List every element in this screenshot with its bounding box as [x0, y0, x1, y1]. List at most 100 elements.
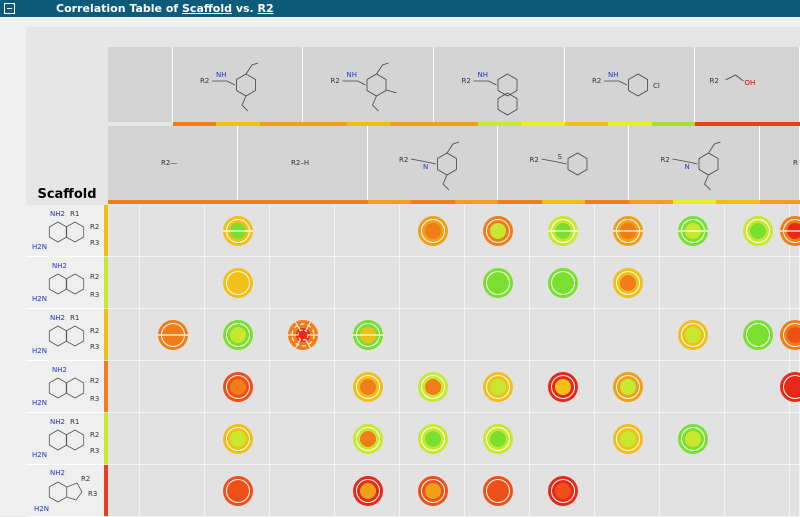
window-menu-icon[interactable]: [4, 3, 15, 14]
r2-activity-bar: [585, 200, 629, 204]
activity-marker[interactable]: [613, 216, 643, 246]
activity-marker[interactable]: [483, 268, 513, 298]
r2-header-cell[interactable]: R2 NH: [434, 47, 565, 122]
scaffold-substituent-label: H2N: [32, 243, 47, 251]
activity-marker[interactable]: [418, 216, 448, 246]
r2-structure-drawing: R2—: [108, 126, 238, 200]
activity-marker[interactable]: [483, 424, 513, 454]
activity-marker[interactable]: [353, 320, 383, 350]
r2-activity-bar: [368, 200, 411, 204]
r2-structure-drawing: R2N: [629, 126, 760, 200]
activity-marker[interactable]: [743, 216, 773, 246]
title-axis-x-link[interactable]: Scaffold: [182, 2, 232, 15]
r2-attachment-label: R2: [331, 77, 340, 85]
scaffold-substituent-label: NH2: [50, 210, 65, 218]
activity-marker[interactable]: [353, 476, 383, 506]
left-margin: [0, 27, 26, 516]
activity-marker[interactable]: [158, 320, 188, 350]
r2-header-cell[interactable]: R: [760, 126, 800, 200]
activity-marker[interactable]: [678, 320, 708, 350]
activity-marker[interactable]: [223, 476, 253, 506]
activity-marker[interactable]: [223, 372, 253, 402]
activity-marker[interactable]: [223, 424, 253, 454]
r2-attachment-label: R: [793, 159, 798, 167]
r2-activity-bar: [673, 200, 717, 204]
activity-marker[interactable]: [418, 476, 448, 506]
title-mid: vs.: [232, 2, 258, 15]
benzene-ring: [438, 153, 457, 175]
r2-activity-bar: [238, 200, 303, 204]
r2-attachment-label: R2: [462, 77, 471, 85]
activity-marker[interactable]: [353, 372, 383, 402]
r2-attachment-label: R2: [399, 156, 408, 164]
activity-marker[interactable]: [743, 320, 773, 350]
activity-marker[interactable]: [613, 424, 643, 454]
table-corner: [26, 27, 108, 205]
activity-marker[interactable]: [548, 372, 578, 402]
r2-structure-drawing: R2 N: [368, 126, 498, 200]
activity-marker[interactable]: [548, 216, 578, 246]
scaffold-substituent-label: R3: [90, 239, 99, 247]
r2-header-cell[interactable]: R2 N: [368, 126, 498, 200]
activity-marker[interactable]: [353, 424, 383, 454]
r2-header-cell[interactable]: R2–H: [238, 126, 368, 200]
r2-attachment-label: R2–H: [291, 159, 309, 167]
scaffold-substituent-label: R2: [90, 223, 99, 231]
r2-activity-bar: [108, 200, 173, 204]
r2-structure-drawing: R2 NH: [434, 47, 565, 122]
scaffold-substituent-label: R2: [81, 475, 90, 483]
scaffold-substituent-label: H2N: [32, 399, 47, 407]
heteroatom-label: N: [423, 163, 428, 171]
heteroatom-label: S: [558, 153, 563, 161]
correlation-grid: [108, 205, 800, 516]
heteroatom-label: NH: [478, 71, 489, 79]
activity-marker[interactable]: [678, 424, 708, 454]
activity-marker[interactable]: [418, 372, 448, 402]
activity-marker[interactable]: [780, 216, 800, 246]
activity-marker[interactable]: [483, 216, 513, 246]
r2-activity-bar: [303, 200, 368, 204]
activity-marker[interactable]: [780, 320, 800, 350]
activity-marker[interactable]: [548, 268, 578, 298]
activity-marker[interactable]: [483, 476, 513, 506]
activity-marker[interactable]: [418, 424, 448, 454]
scaffold-substituent-label: R1: [70, 314, 79, 322]
benzene-ring: [699, 153, 718, 175]
window-title: Correlation Table of Scaffold vs. R2: [56, 0, 274, 17]
activity-marker[interactable]: [223, 320, 253, 350]
title-prefix: Correlation Table of: [56, 2, 182, 15]
scaffold-substituent-label: R2: [90, 273, 99, 281]
activity-marker[interactable]: [548, 476, 578, 506]
activity-marker[interactable]: [613, 372, 643, 402]
title-axis-y-link[interactable]: R2: [258, 2, 274, 15]
scaffold-column-header[interactable]: Scaffold: [26, 187, 108, 202]
scaffold-substituent-label: R3: [90, 291, 99, 299]
r2-header-cell[interactable]: R2—: [108, 126, 238, 200]
r2-header-blank: [108, 47, 173, 122]
activity-marker[interactable]: [288, 320, 318, 350]
activity-marker[interactable]: [613, 268, 643, 298]
scaffold-substituent-label: R3: [90, 395, 99, 403]
activity-marker[interactable]: [223, 268, 253, 298]
activity-marker[interactable]: [483, 372, 513, 402]
activity-marker[interactable]: [223, 216, 253, 246]
activity-marker[interactable]: [780, 372, 800, 402]
activity-marker[interactable]: [678, 216, 708, 246]
activity-marker-layer: [108, 205, 800, 516]
